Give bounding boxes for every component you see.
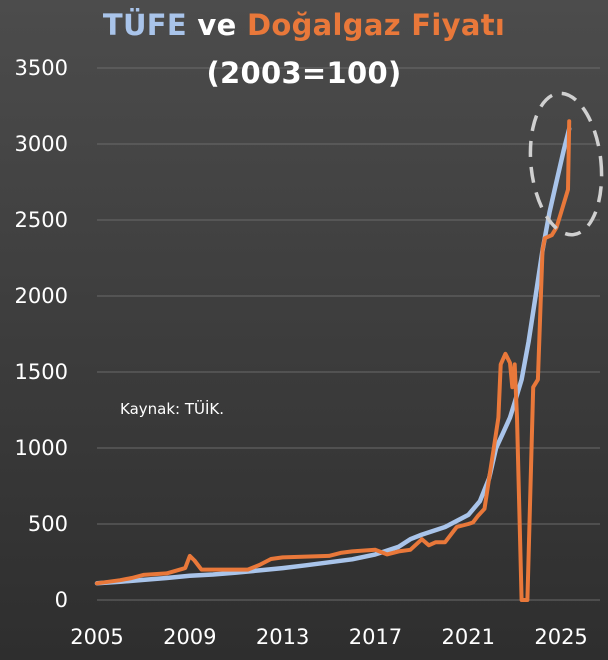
y-tick-label: 3000 xyxy=(15,132,68,156)
title-part-tufe: TÜFE xyxy=(102,8,188,42)
y-tick-label: 0 xyxy=(55,588,68,612)
y-tick-label: 2000 xyxy=(15,284,68,308)
y-tick-label: 500 xyxy=(28,512,68,536)
y-tick-label: 3500 xyxy=(15,56,68,80)
series-line-tufe xyxy=(94,126,572,586)
series-line-dogalgaz xyxy=(95,119,572,602)
x-axis-ticks: 2005 2009 2013 2017 2021 2025 xyxy=(70,625,588,649)
x-tick-label: 2009 xyxy=(163,625,216,649)
highlight-ellipse xyxy=(528,91,604,237)
y-axis-ticks: 3500 3000 2500 2000 1500 1000 500 0 xyxy=(15,56,68,612)
y-tick-label: 1000 xyxy=(15,436,68,460)
grid-layer xyxy=(97,67,600,601)
title-part-dogalgaz: Doğalgaz Fiyatı xyxy=(247,8,506,42)
x-tick-label: 2021 xyxy=(442,625,495,649)
title-part-ve: ve xyxy=(187,8,247,42)
series-layer xyxy=(94,119,572,602)
x-tick-label: 2013 xyxy=(256,625,309,649)
x-tick-label: 2025 xyxy=(534,625,587,649)
chart-subtitle: (2003=100) xyxy=(206,56,402,90)
chart-title: TÜFE ve Doğalgaz Fiyatı xyxy=(0,8,608,42)
y-tick-label: 1500 xyxy=(15,360,68,384)
source-note: Kaynak: TÜİK. xyxy=(120,400,225,418)
x-tick-label: 2017 xyxy=(349,625,402,649)
x-tick-label: 2005 xyxy=(70,625,123,649)
y-tick-label: 2500 xyxy=(15,208,68,232)
